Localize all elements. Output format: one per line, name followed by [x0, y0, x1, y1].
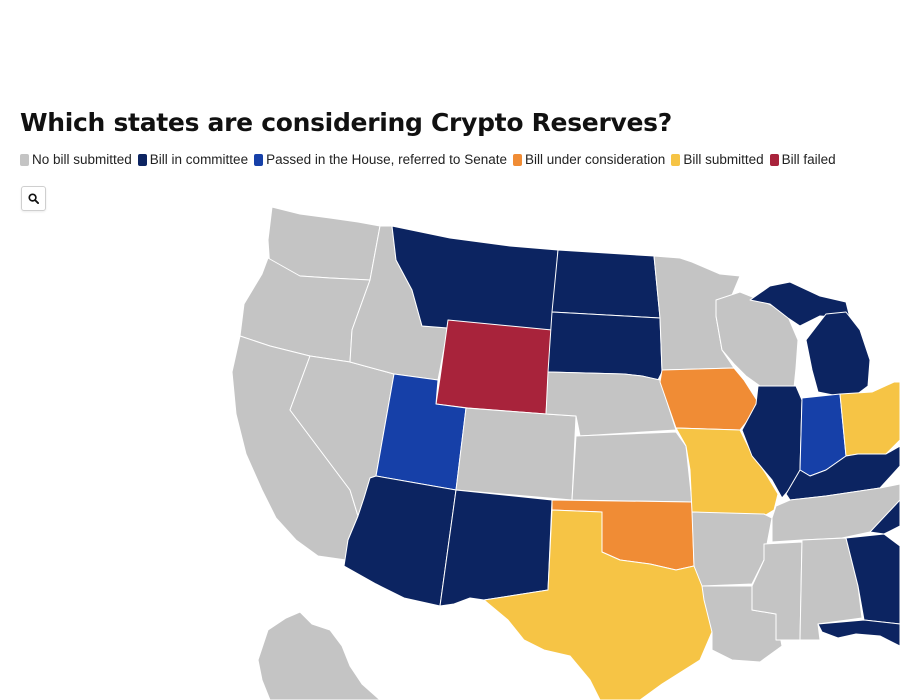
state-texas[interactable]: [483, 509, 713, 700]
legend-label: Bill under consideration: [524, 152, 666, 167]
state-michigan-lower[interactable]: [805, 311, 871, 399]
legend-item-submitted[interactable]: Bill submitted: [671, 152, 764, 167]
legend-item-passed-house[interactable]: Passed in the House, referred to Senate: [254, 152, 507, 167]
legend: No bill submitted Bill in committee Pass…: [20, 152, 842, 167]
state-georgia[interactable]: [845, 533, 900, 625]
legend-label: Bill failed: [781, 152, 836, 167]
state-tennessee[interactable]: [771, 483, 900, 543]
legend-item-committee[interactable]: Bill in committee: [137, 152, 249, 167]
legend-item-no-bill[interactable]: No bill submitted: [20, 152, 132, 167]
state-iowa[interactable]: [659, 367, 759, 431]
state-new-mexico[interactable]: [439, 489, 553, 607]
legend-label: No bill submitted: [32, 152, 132, 167]
legend-label: Passed in the House, referred to Senate: [266, 152, 507, 167]
map-title: Which states are considering Crypto Rese…: [20, 108, 672, 137]
legend-item-failed[interactable]: Bill failed: [769, 152, 836, 167]
state-florida[interactable]: [817, 619, 900, 647]
legend-swatch: [137, 153, 147, 166]
legend-swatch: [20, 153, 29, 166]
legend-swatch: [769, 153, 779, 166]
legend-label: Bill in committee: [149, 152, 249, 167]
state-alaska[interactable]: [257, 611, 381, 700]
state-ohio[interactable]: [839, 381, 900, 457]
state-kansas[interactable]: [571, 431, 693, 503]
legend-label: Bill submitted: [683, 152, 764, 167]
search-button[interactable]: [21, 186, 46, 211]
state-nebraska[interactable]: [545, 371, 677, 437]
legend-swatch: [671, 153, 681, 166]
search-icon: [28, 193, 39, 204]
legend-swatch: [254, 153, 264, 166]
state-colorado[interactable]: [455, 407, 577, 501]
legend-swatch: [512, 153, 522, 166]
state-illinois[interactable]: [741, 385, 803, 499]
state-south-dakota[interactable]: [547, 311, 663, 381]
state-north-dakota[interactable]: [551, 249, 661, 319]
legend-item-consideration[interactable]: Bill under consideration: [512, 152, 666, 167]
state-wyoming[interactable]: [435, 319, 553, 415]
state-north-carolina[interactable]: [869, 499, 900, 535]
